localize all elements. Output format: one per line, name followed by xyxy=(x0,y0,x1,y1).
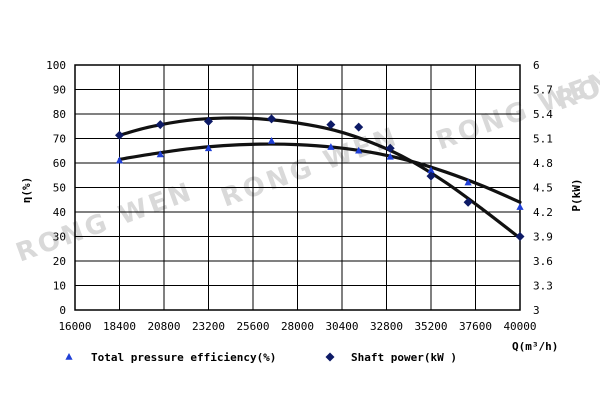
shaft-power-point xyxy=(463,197,473,207)
y-left-tick-label: 90 xyxy=(53,84,66,97)
y-right-tick-label: 5.1 xyxy=(533,133,553,146)
x-tick-label: 30400 xyxy=(325,320,358,333)
x-tick-label: 18400 xyxy=(103,320,136,333)
shaft-power-point xyxy=(267,114,277,124)
legend: Total pressure efficiency(%) Shaft power… xyxy=(65,351,457,364)
x-axis-label: Q(m³/h) xyxy=(512,340,558,353)
efficiency-point xyxy=(204,144,213,152)
y-left-tick-label: 10 xyxy=(53,280,66,293)
y-left-tick-label: 60 xyxy=(53,157,66,170)
efficiency-point xyxy=(464,178,472,186)
fitted-curves xyxy=(117,116,522,240)
efficiency-point xyxy=(516,203,524,210)
shaft-power-point xyxy=(155,120,165,130)
shaft-power-fit-curve xyxy=(117,116,522,240)
y-right-tick-label: 4.5 xyxy=(533,182,553,195)
shaft-power-point xyxy=(515,232,525,241)
y-right-tick-label: 4.8 xyxy=(533,157,553,170)
y-left-tick-label: 30 xyxy=(53,231,66,244)
shaft-power-point xyxy=(204,116,213,126)
y-left-tick-label: 0 xyxy=(59,304,66,317)
x-tick-label: 16000 xyxy=(58,320,91,333)
y-right-tick-label: 3.6 xyxy=(533,255,553,268)
efficiency-point xyxy=(427,166,435,174)
x-tick-label: 40000 xyxy=(503,320,536,333)
x-tick-label: 25600 xyxy=(236,320,269,333)
efficiency-point xyxy=(115,156,124,164)
efficiency-point xyxy=(156,150,164,158)
watermark-text: RONG WEN xyxy=(12,177,197,269)
x-tick-label: 37600 xyxy=(459,320,492,333)
y-right-tick-label: 3 xyxy=(533,304,540,317)
plot-frame xyxy=(74,64,521,311)
shaft-power-point xyxy=(115,130,124,140)
legend-triangle-icon xyxy=(65,353,73,360)
y-right-tick-label: 6 xyxy=(533,59,540,72)
y-right-tick-label: 3.3 xyxy=(533,280,553,293)
y-right-tick-label: 3.9 xyxy=(533,231,553,244)
y-right-tick-label: 5.7 xyxy=(533,84,553,97)
legend-diamond-icon xyxy=(325,352,335,362)
tick-labels: 16000 18400 20800 23200 25600 28000 30400 32800… xyxy=(46,59,553,333)
y-left-tick-label: 50 xyxy=(53,182,66,195)
y-right-tick-label: 5.4 xyxy=(533,108,553,121)
efficiency-point xyxy=(267,136,276,144)
x-tick-label: 28000 xyxy=(281,320,314,333)
y-left-tick-label: 80 xyxy=(53,108,66,121)
x-tick-label: 35200 xyxy=(414,320,447,333)
y-axis-left-label: η(%) xyxy=(20,177,33,204)
data-points xyxy=(115,114,525,241)
x-tick-label: 32800 xyxy=(370,320,403,333)
shaft-power-point xyxy=(385,143,395,153)
legend-label-efficiency: Total pressure efficiency(%) xyxy=(91,351,276,364)
legend-label-shaft-power: Shaft power(kW ) xyxy=(351,351,457,364)
efficiency-point xyxy=(386,152,394,160)
efficiency-fit-curve xyxy=(117,142,522,204)
y-axis-right-label: P(kW) xyxy=(570,178,583,211)
y-left-tick-label: 20 xyxy=(53,255,66,268)
x-tick-label: 23200 xyxy=(192,320,225,333)
efficiency-point xyxy=(355,146,363,154)
x-tick-label: 20800 xyxy=(147,320,180,333)
y-left-tick-label: 40 xyxy=(53,206,66,219)
y-left-tick-label: 100 xyxy=(46,59,66,72)
efficiency-point xyxy=(327,143,335,150)
watermark-text: RONG WEN xyxy=(217,122,402,214)
y-left-tick-label: 70 xyxy=(53,133,66,146)
y-right-tick-label: 4.2 xyxy=(533,206,553,219)
shaft-power-point xyxy=(326,120,336,130)
shaft-power-point xyxy=(426,171,436,181)
shaft-power-point xyxy=(354,122,364,132)
